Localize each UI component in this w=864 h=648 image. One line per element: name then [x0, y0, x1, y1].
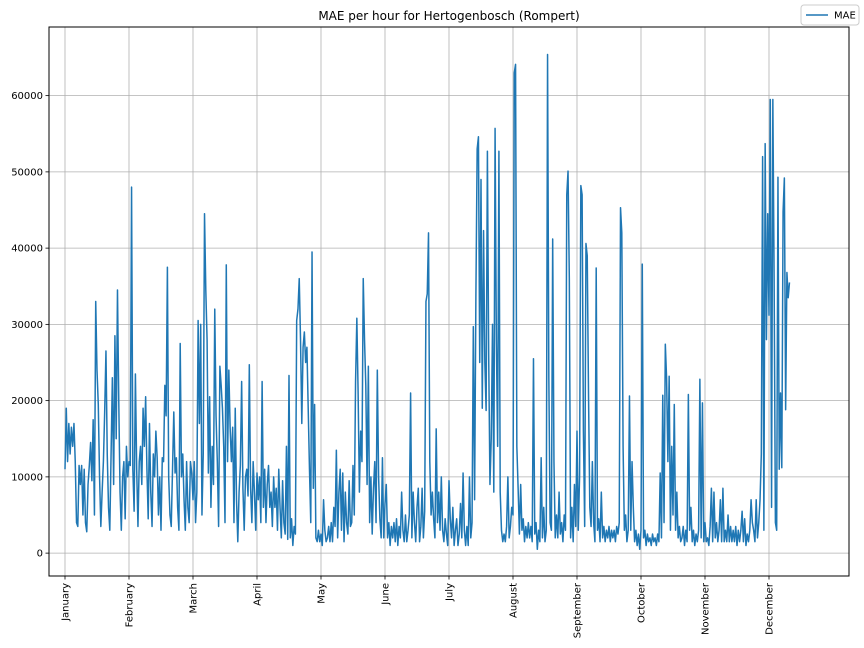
legend[interactable]: MAE	[800, 4, 860, 26]
y-tick-label: 60000	[11, 91, 43, 102]
y-tick-label: 20000	[11, 396, 43, 407]
x-tick-label: December	[765, 582, 776, 635]
x-tick-label: June	[381, 583, 392, 606]
x-tick-label: May	[317, 583, 328, 604]
x-tick-label: September	[573, 582, 584, 638]
y-tick-label: 10000	[11, 472, 43, 483]
y-tick-label: 30000	[11, 320, 43, 331]
x-tick-label: March	[189, 583, 200, 613]
y-tick-label: 40000	[11, 244, 43, 255]
x-axis: January February March April May June July Augu…	[61, 576, 776, 638]
y-tick-label: 0	[37, 549, 43, 560]
chart-title: MAE per hour for Hertogenbosch (Rompert)	[318, 9, 579, 23]
x-tick-label: October	[637, 582, 648, 623]
legend-label-mae: MAE	[834, 11, 856, 22]
x-tick-label: April	[253, 583, 264, 606]
y-axis: 0 10000 20000 30000 40000 50000 60000	[11, 91, 49, 560]
legend-box	[800, 4, 860, 26]
x-tick-label: January	[61, 583, 72, 622]
series-line-mae	[64, 53, 791, 551]
x-tick-label: November	[701, 582, 712, 635]
x-tick-label: February	[125, 583, 136, 627]
y-tick-label: 50000	[11, 167, 43, 178]
x-tick-label: July	[445, 583, 456, 602]
x-tick-label: August	[509, 583, 520, 618]
series-layer	[64, 53, 791, 551]
